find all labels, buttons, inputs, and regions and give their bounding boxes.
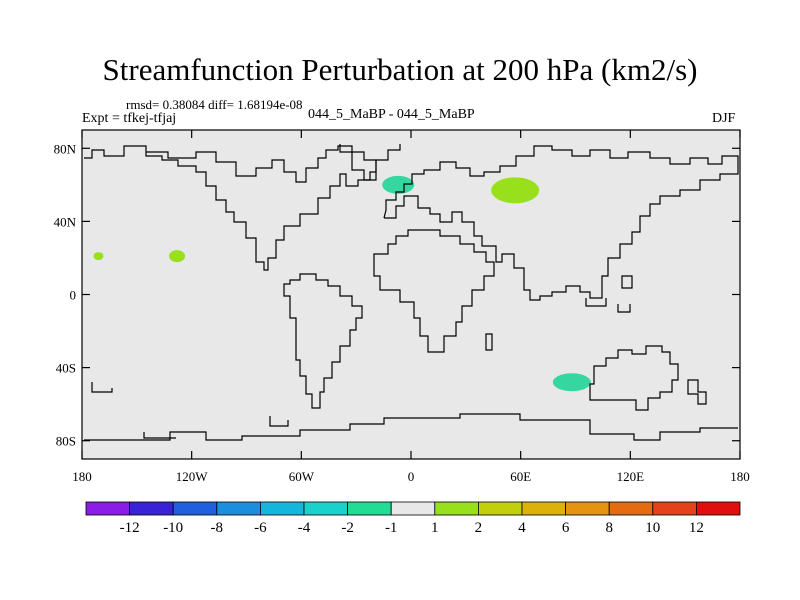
colorbar: -12 -10 -8 -6 -4 -2 -1 1 2 4 6 8 10 12 — [85, 501, 741, 536]
colorbar-swatch — [129, 501, 174, 516]
colorbar-swatch — [521, 501, 566, 516]
colorbar-swatch — [303, 501, 348, 516]
lon-tick-label: 0 — [408, 469, 415, 484]
lat-tick-label: 40S — [56, 361, 76, 376]
anomaly-blob-positive — [169, 250, 186, 263]
lat-tick-label: 40N — [54, 214, 77, 229]
coastline-greenland — [339, 144, 401, 181]
coastline-small-islands — [91, 382, 289, 427]
colorbar-label: 8 — [605, 520, 613, 536]
colorbar-swatch — [259, 501, 305, 516]
colorbar-label: 4 — [518, 520, 526, 536]
experiment-label: Expt = tfkej-tfjaj — [82, 111, 177, 126]
colorbar-label: -8 — [211, 520, 224, 536]
lon-tick-label: 180 — [730, 469, 750, 484]
lon-tick-label: 120W — [176, 469, 209, 484]
colorbar-label: -4 — [298, 520, 311, 536]
lon-tick-label: 60E — [510, 469, 531, 484]
colorbar-swatch — [85, 501, 130, 516]
colorbar-swatch — [652, 501, 697, 516]
coastline-south-america — [283, 273, 363, 409]
colorbar-swatch — [565, 501, 610, 516]
colorbar-label: 2 — [475, 520, 483, 536]
colorbar-label: -6 — [254, 520, 267, 536]
anomaly-blob-negative — [552, 373, 591, 392]
colorbar-swatch — [608, 501, 654, 516]
coastline-antarctic-peninsula — [143, 432, 176, 439]
stats-text: rmsd= 0.38084 diff= 1.68194e-08 — [126, 97, 303, 112]
colorbar-label: -12 — [120, 520, 140, 536]
colorbar-label: -2 — [341, 520, 354, 536]
coastline-madagascar — [485, 333, 493, 351]
lon-tick-label: 60W — [289, 469, 315, 484]
colorbar-label: 12 — [689, 520, 704, 536]
colorbar-swatch — [172, 501, 218, 516]
anomaly-blob-positive — [491, 177, 540, 204]
colorbar-swatch — [216, 501, 261, 516]
coastline-africa — [373, 229, 495, 353]
coastline-layer — [84, 144, 739, 441]
colorbar-swatch — [696, 501, 741, 516]
coastline-eurasia — [383, 145, 739, 301]
coastline-antarctica — [84, 413, 738, 441]
lat-tick-label: 80S — [56, 434, 76, 449]
anomaly-layer — [93, 175, 591, 392]
coastline-new-zealand — [687, 379, 707, 405]
latitude-axis: 80N 40N 0 40S 80S — [54, 141, 740, 449]
anomaly-blob-positive — [93, 252, 104, 261]
case-id-label: 044_5_MaBP - 044_5_MaBP — [308, 107, 475, 122]
coastline-japan — [621, 275, 633, 289]
longitude-axis: 180 120W 60W 0 60E 120E 180 — [72, 130, 750, 484]
colorbar-label: 1 — [431, 520, 439, 536]
colorbar-label: 10 — [645, 520, 660, 536]
lat-tick-label: 80N — [54, 141, 77, 156]
colorbar-swatch — [434, 501, 479, 516]
colorbar-swatch — [390, 501, 436, 516]
coastline-north-america — [84, 145, 377, 271]
coastline-indonesia — [585, 298, 631, 313]
coastline-australia — [589, 345, 679, 411]
colorbar-swatch — [347, 501, 392, 516]
colorbar-label: -1 — [385, 520, 398, 536]
lon-tick-label: 180 — [72, 469, 92, 484]
season-label: DJF — [712, 111, 736, 126]
colorbar-label: 6 — [562, 520, 570, 536]
lon-tick-label: 120E — [617, 469, 645, 484]
lat-tick-label: 0 — [70, 288, 77, 303]
colorbar-label: -10 — [163, 520, 183, 536]
colorbar-swatch — [477, 501, 523, 516]
plot-title: Streamfunction Perturbation at 200 hPa (… — [102, 52, 698, 87]
anomaly-blob-negative — [382, 175, 415, 194]
